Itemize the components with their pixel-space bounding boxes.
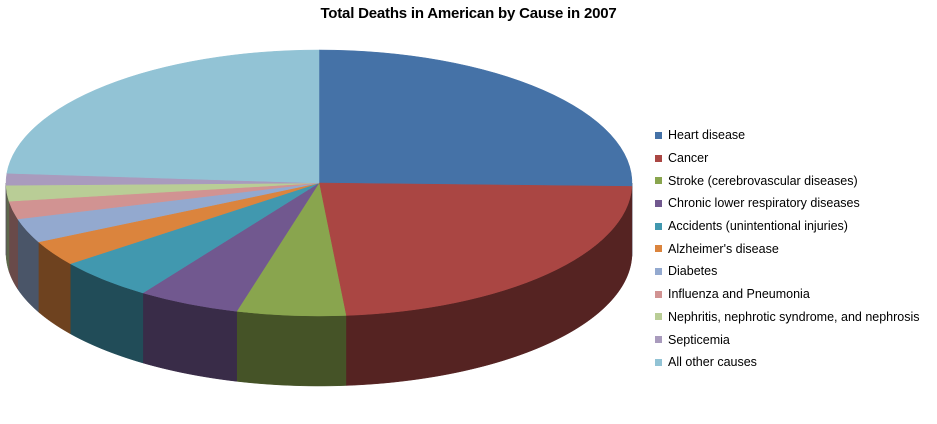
legend-label: Influenza and Pneumonia bbox=[668, 287, 810, 302]
legend-label: Cancer bbox=[668, 151, 709, 166]
legend-label: Accidents (unintentional injuries) bbox=[668, 219, 848, 234]
legend-swatch bbox=[655, 245, 662, 253]
legend-item-influenza-and-pneumonia: Influenza and Pneumonia bbox=[655, 283, 920, 306]
pie-slice-heart-disease bbox=[318, 49, 633, 187]
legend-swatch bbox=[655, 199, 662, 207]
pie-slice-all-other-causes bbox=[6, 49, 320, 184]
legend-swatch bbox=[655, 336, 662, 344]
legend-label: Septicemia bbox=[668, 332, 730, 347]
pie-sides bbox=[5, 182, 633, 387]
legend-label: Stroke (cerebrovascular diseases) bbox=[668, 173, 858, 188]
legend-item-heart-disease: Heart disease bbox=[655, 124, 920, 147]
legend-item-all-other-causes: All other causes bbox=[655, 351, 920, 374]
legend-item-cancer: Cancer bbox=[655, 147, 920, 170]
legend-item-nephritis-nephrotic-syndrome-and-nephrosis: Nephritis, nephrotic syndrome, and nephr… bbox=[655, 306, 920, 329]
legend-swatch bbox=[655, 267, 662, 275]
legend-item-diabetes: Diabetes bbox=[655, 260, 920, 283]
legend-swatch bbox=[655, 131, 662, 139]
legend-swatch bbox=[655, 290, 662, 298]
legend-item-accidents-unintentional-injuries: Accidents (unintentional injuries) bbox=[655, 215, 920, 238]
legend-swatch bbox=[655, 313, 662, 321]
chart-title: Total Deaths in American by Cause in 200… bbox=[320, 5, 617, 22]
legend-swatch bbox=[655, 154, 662, 162]
legend-label: Alzheimer's disease bbox=[668, 241, 779, 256]
legend-item-stroke-cerebrovascular-diseases: Stroke (cerebrovascular diseases) bbox=[655, 169, 920, 192]
legend-item-alzheimer-s-disease: Alzheimer's disease bbox=[655, 237, 920, 260]
pie-side-stroke-cerebrovascular-diseases bbox=[236, 311, 347, 387]
legend-swatch bbox=[655, 358, 662, 366]
legend: Heart disease Cancer Stroke (cerebrovascul… bbox=[655, 124, 920, 374]
legend-label: Diabetes bbox=[668, 264, 718, 279]
legend-item-chronic-lower-respiratory-diseases: Chronic lower respiratory diseases bbox=[655, 192, 920, 215]
pie-tops bbox=[5, 49, 633, 317]
legend-item-septicemia: Septicemia bbox=[655, 328, 920, 351]
legend-label: All other causes bbox=[668, 355, 757, 370]
legend-label: Chronic lower respiratory diseases bbox=[668, 196, 860, 211]
legend-label: Heart disease bbox=[668, 128, 746, 143]
legend-swatch bbox=[655, 177, 662, 185]
legend-swatch bbox=[655, 222, 662, 230]
legend-label: Nephritis, nephrotic syndrome, and nephr… bbox=[668, 309, 920, 324]
pie-slice-cancer bbox=[318, 182, 633, 316]
